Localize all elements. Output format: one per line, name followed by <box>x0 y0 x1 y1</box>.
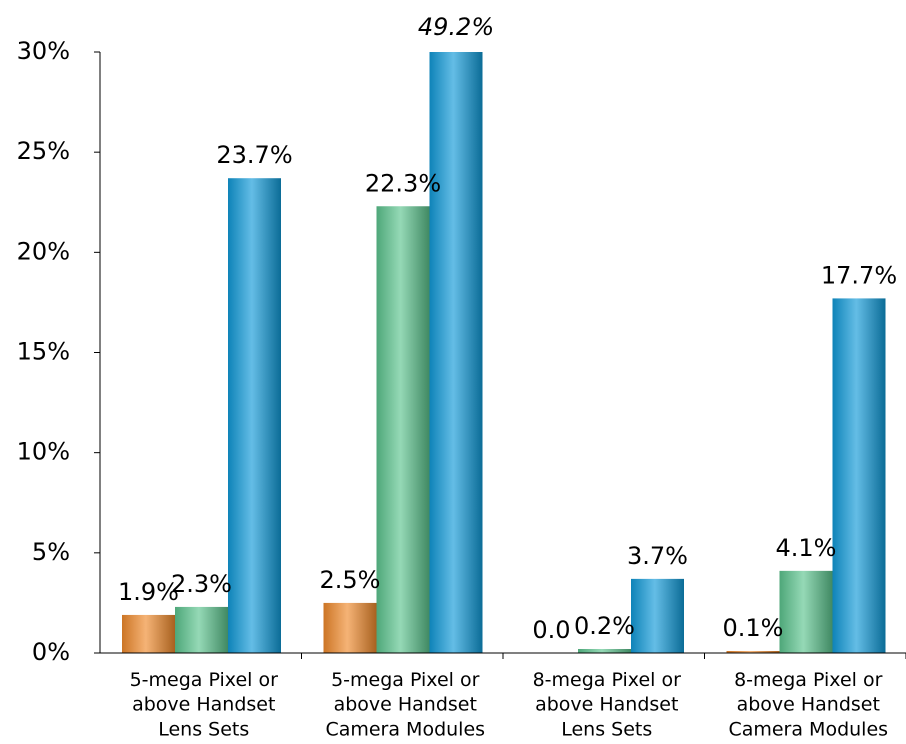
y-tick-label: 25% <box>17 137 70 165</box>
data-label: 49.2% <box>418 13 494 41</box>
data-label: 0.0 <box>532 616 570 644</box>
data-label: 0.1% <box>723 614 784 642</box>
x-tick-label: 5-mega Pixel or above Handset Camera Modul… <box>325 669 485 740</box>
data-label: 0.2% <box>574 612 635 640</box>
bar <box>429 52 483 653</box>
data-label: 2.3% <box>171 570 232 598</box>
y-tick-label: 15% <box>17 338 70 366</box>
bar <box>175 606 228 653</box>
data-label: 17.7% <box>821 261 897 289</box>
x-tick-label: 8-mega Pixel or above Handset Lens Sets <box>533 669 681 740</box>
bar <box>631 578 684 653</box>
data-label: 1.9% <box>118 578 179 606</box>
x-tick-label: 5-mega Pixel or above Handset Lens Sets <box>130 669 278 740</box>
y-tick-label: 5% <box>32 538 70 566</box>
bar <box>832 298 886 653</box>
y-tick-label: 30% <box>17 37 70 65</box>
data-label: 23.7% <box>216 141 292 169</box>
x-tick-label: 8-mega Pixel or above Handset Camera Modul… <box>728 669 888 740</box>
bar <box>779 570 833 653</box>
bar <box>122 614 175 653</box>
bar <box>323 602 377 653</box>
bar <box>726 650 780 653</box>
y-tick-label: 0% <box>32 638 70 666</box>
plot-area <box>122 52 886 654</box>
bar <box>228 178 281 653</box>
y-tick-label: 20% <box>17 237 70 265</box>
data-label: 2.5% <box>320 566 381 594</box>
data-label: 3.7% <box>627 542 688 570</box>
bar <box>578 648 631 653</box>
y-tick-label: 10% <box>17 438 70 466</box>
data-label: 4.1% <box>776 534 837 562</box>
bar <box>376 206 430 654</box>
data-label: 22.3% <box>365 169 441 197</box>
